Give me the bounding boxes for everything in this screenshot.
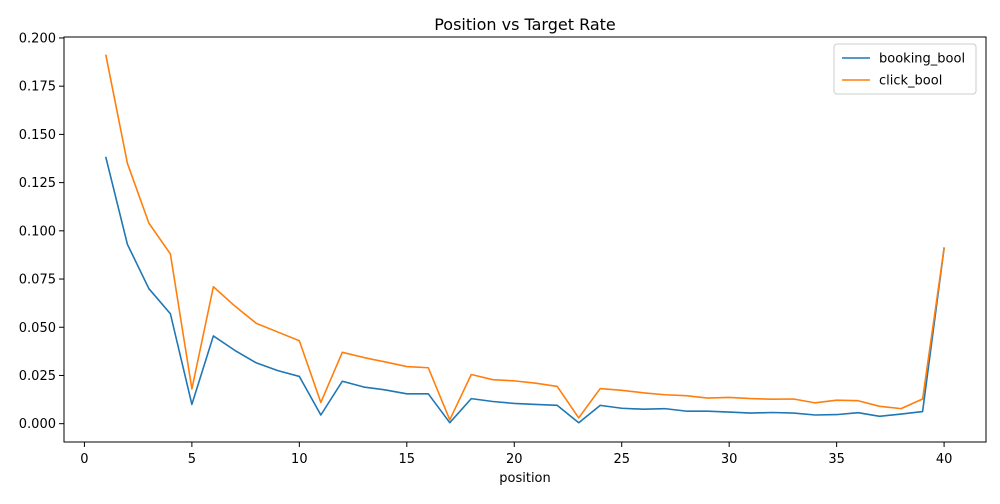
x-tick-label: 5 bbox=[188, 452, 196, 467]
x-axis-label: position bbox=[499, 471, 551, 486]
series-line-click_bool bbox=[104, 54, 945, 421]
y-tick-label: 0.150 bbox=[19, 128, 56, 143]
y-tick-label: 0.100 bbox=[19, 224, 56, 239]
y-tick-label: 0.000 bbox=[19, 417, 56, 432]
chart-title: Position vs Target Rate bbox=[434, 15, 616, 34]
plot-area: 0 5 10 15 20 25 30 35 40 0.000 0.025 0.050 0.075 0.10… bbox=[19, 31, 987, 467]
y-tick-label: 0.125 bbox=[19, 176, 56, 191]
x-tick-label: 20 bbox=[506, 452, 523, 467]
legend-label-click_bool: click_bool bbox=[879, 74, 942, 89]
x-tick-label: 15 bbox=[399, 452, 416, 467]
x-tick-label: 0 bbox=[80, 452, 88, 467]
legend-box bbox=[833, 43, 977, 95]
y-tick-label: 0.175 bbox=[19, 80, 56, 95]
y-tick-label: 0.075 bbox=[19, 273, 56, 288]
x-tick-label: 10 bbox=[291, 452, 308, 467]
y-tick-label: 0.050 bbox=[19, 321, 56, 336]
axes-frame bbox=[63, 36, 987, 443]
series-line-booking_bool bbox=[104, 156, 945, 424]
x-tick-label: 30 bbox=[721, 452, 738, 467]
x-tick-label: 25 bbox=[613, 452, 630, 467]
legend-label-booking_bool: booking_bool bbox=[879, 52, 965, 67]
y-tick-label: 0.025 bbox=[19, 369, 56, 384]
y-tick-label: 0.200 bbox=[19, 31, 56, 46]
x-tick-label: 40 bbox=[936, 452, 953, 467]
legend: booking_bool click_bool bbox=[833, 43, 977, 95]
x-tick-label: 35 bbox=[828, 452, 845, 467]
